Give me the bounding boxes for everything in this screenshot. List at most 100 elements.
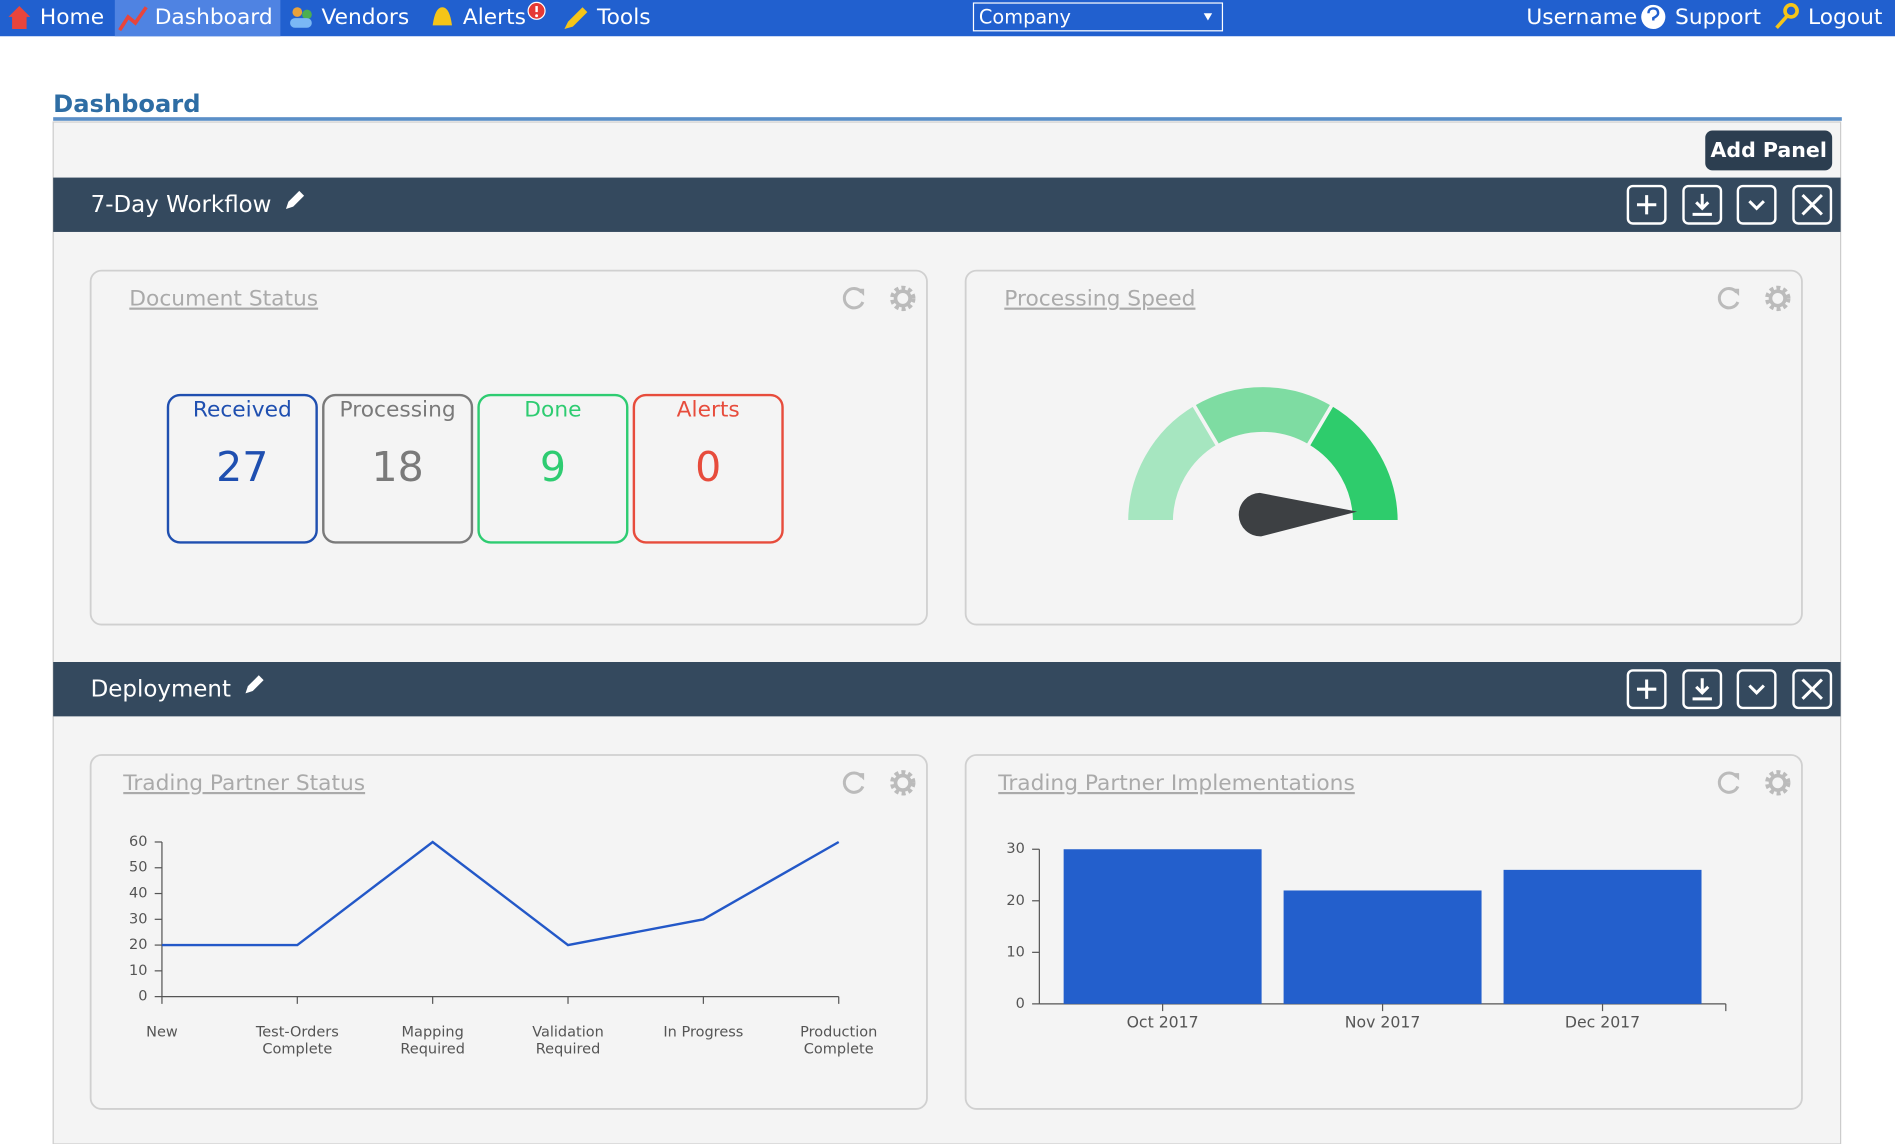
home-icon <box>8 6 31 29</box>
settings-icon <box>893 773 912 792</box>
settings-icon[interactable] <box>890 285 916 312</box>
dashboard-icon <box>118 6 148 32</box>
panel-button[interactable] <box>1792 184 1833 225</box>
settings-icon[interactable] <box>890 770 916 796</box>
widget <box>964 269 1803 626</box>
status-label: Alerts <box>677 398 740 423</box>
refresh-icon <box>856 288 865 296</box>
panel-button[interactable] <box>1626 669 1667 710</box>
panel-button-icon <box>1636 195 1657 215</box>
x-tick-label-box: Test-Orders Complete <box>255 1023 339 1058</box>
y-tick-label: 0 <box>1016 996 1025 1012</box>
nav-bar <box>0 0 1895 37</box>
logout-icon <box>1783 3 1799 19</box>
refresh-icon[interactable] <box>1717 771 1740 794</box>
company-select[interactable] <box>972 2 1224 32</box>
status-box <box>477 393 629 544</box>
settings-icon[interactable] <box>1765 770 1791 796</box>
nav-vendors[interactable]: Vendors <box>321 5 409 30</box>
panel-button-icon <box>1748 200 1765 211</box>
nav-home[interactable]: Home <box>40 5 104 30</box>
title-rule <box>53 117 1842 121</box>
edit-icon[interactable] <box>285 190 305 209</box>
panel-header <box>53 661 1841 717</box>
x-tick-label: Test-Orders Complete <box>255 1023 339 1058</box>
vendors-icon <box>290 18 312 28</box>
x-tick-label: Production Complete <box>800 1023 878 1058</box>
company-select-text[interactable]: Company <box>979 6 1071 29</box>
y-tick-label: 10 <box>129 963 147 979</box>
nav-dashboard[interactable]: Dashboard <box>155 5 273 30</box>
y-tick-label: 20 <box>1006 893 1024 909</box>
nav-active <box>114 0 281 37</box>
refresh-icon[interactable] <box>842 771 865 794</box>
nav-support[interactable]: Support <box>1675 5 1761 30</box>
x-tick-label-box: Validation Required <box>532 1023 604 1058</box>
y-tick-label: 30 <box>1006 841 1024 857</box>
panel-button-icon <box>1801 194 1823 216</box>
vendors-icon <box>302 9 312 20</box>
add-panel-button[interactable] <box>1705 130 1833 171</box>
refresh-icon[interactable] <box>1717 287 1740 310</box>
support-icon <box>1647 7 1660 21</box>
widget <box>89 754 928 1110</box>
settings-icon[interactable] <box>1765 285 1791 312</box>
y-tick-label: 60 <box>129 834 147 850</box>
panel-button[interactable] <box>1682 669 1723 710</box>
status-box <box>632 393 784 544</box>
status-box <box>322 393 474 544</box>
x-tick-label-box: In Progress <box>663 1023 743 1040</box>
widget-title[interactable]: Processing Speed <box>1004 287 1195 312</box>
status-value: 27 <box>216 443 268 491</box>
bar <box>1063 849 1262 1004</box>
y-tick-label: 30 <box>129 911 147 927</box>
widget-title[interactable]: Trading Partner Implementations <box>997 771 1355 796</box>
status-value: 9 <box>540 443 566 491</box>
panel-header <box>53 177 1841 232</box>
x-tick-label: Oct 2017 <box>1127 1013 1199 1032</box>
x-tick-label: Nov 2017 <box>1345 1013 1421 1032</box>
x-tick-label-box: Mapping Required <box>400 1023 465 1058</box>
nav-tools[interactable]: Tools <box>596 5 651 30</box>
panel-button-icon <box>1801 678 1823 700</box>
logout-icon <box>1775 14 1789 29</box>
widget <box>89 269 928 626</box>
status-box <box>166 393 318 544</box>
edit-icon[interactable] <box>245 675 264 694</box>
y-tick-label: 40 <box>129 886 147 902</box>
settings-icon <box>893 289 912 308</box>
add-panel-label[interactable]: Add Panel <box>1711 138 1827 162</box>
username[interactable]: Username <box>1526 5 1637 30</box>
panel-button-icon <box>1692 678 1712 701</box>
x-tick-label: Validation Required <box>532 1023 604 1058</box>
widget-title[interactable]: Trading Partner Status <box>122 771 365 796</box>
bar <box>1503 869 1702 1004</box>
panel-button[interactable] <box>1682 184 1723 225</box>
status-label: Done <box>524 398 581 423</box>
status-label: Received <box>193 398 292 423</box>
panel-button[interactable] <box>1736 669 1777 710</box>
status-value: 18 <box>371 443 423 491</box>
x-tick-label: New <box>146 1023 178 1041</box>
gauge-needle <box>1238 492 1358 537</box>
panel-button[interactable] <box>1736 184 1777 225</box>
widget-title[interactable]: Document Status <box>129 287 318 312</box>
x-tick-label: Dec 2017 <box>1565 1013 1640 1032</box>
panel-button-icon <box>1692 193 1712 216</box>
settings-icon <box>1768 289 1787 308</box>
panel-button[interactable] <box>1626 184 1667 225</box>
nav-alerts[interactable]: Alerts <box>463 5 526 30</box>
x-tick-label: Mapping Required <box>400 1023 465 1058</box>
y-tick-label: 0 <box>138 989 147 1005</box>
panel-title: Deployment <box>91 676 231 702</box>
gauge-band <box>1305 401 1402 524</box>
select-arrow <box>1203 13 1213 21</box>
panel-button-icon <box>1748 684 1765 695</box>
alerts-icon <box>432 7 452 26</box>
bar <box>1283 890 1482 1004</box>
status-value: 0 <box>695 443 721 491</box>
panel-button[interactable] <box>1792 669 1833 710</box>
nav-logout[interactable]: Logout <box>1808 5 1882 30</box>
refresh-icon[interactable] <box>842 287 865 310</box>
